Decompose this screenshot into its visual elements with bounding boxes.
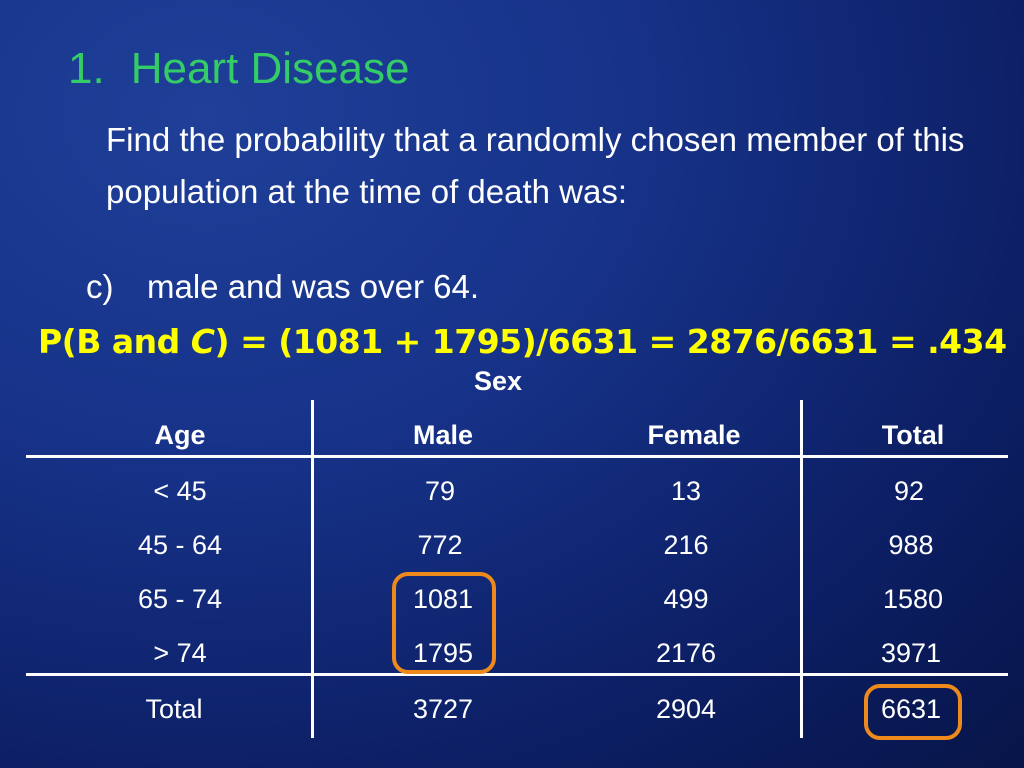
- table-cell-male: 1795: [412, 638, 474, 668]
- total-divider: [26, 673, 1008, 676]
- table-cell-age: > 74: [153, 638, 207, 668]
- probability-formula: P(B and C) = (1081 + 1795)/6631 = 2876/6…: [38, 322, 1007, 361]
- table-cell-total: 3971: [880, 638, 942, 668]
- total-row-label: Total: [145, 694, 203, 724]
- formula-open: P(B and: [38, 322, 191, 361]
- total-male: 3727: [412, 694, 474, 724]
- list-item-c: c) male and was over 64.: [86, 268, 479, 306]
- slide-title: 1. Heart Disease: [68, 44, 409, 94]
- table-cell-female: 499: [663, 584, 709, 614]
- highlight-grand-total: [864, 684, 962, 740]
- formula-close: ) = (1081 + 1795)/6631 = 2876/6631 = .43…: [214, 322, 1008, 361]
- title-number: 1.: [68, 44, 105, 93]
- table-cell-age: 65 - 74: [137, 584, 223, 614]
- question-text: Find the probability that a randomly cho…: [106, 121, 965, 210]
- table-cell-total: 1580: [882, 584, 944, 614]
- table-cell-female: 216: [663, 530, 709, 560]
- item-text: male and was over 64.: [147, 268, 480, 305]
- table-cell-total: 92: [893, 476, 925, 506]
- group-header-sex: Sex: [473, 366, 523, 396]
- table-cell-total: 988: [888, 530, 934, 560]
- header-male: Male: [412, 420, 474, 450]
- table-cell-female: 2176: [655, 638, 717, 668]
- column-divider-1: [311, 400, 314, 738]
- header-total: Total: [881, 420, 945, 450]
- table-cell-male: 1081: [412, 584, 474, 614]
- title-text: Heart Disease: [130, 44, 410, 93]
- formula-variable: C: [190, 322, 215, 361]
- header-age: Age: [154, 420, 206, 450]
- table-cell-age: < 45: [153, 476, 207, 506]
- table-cell-age: 45 - 64: [137, 530, 223, 560]
- table-cell-male: 772: [417, 530, 463, 560]
- table-cell-male: 79: [424, 476, 456, 506]
- total-female: 2904: [655, 694, 717, 724]
- table-cell-female: 13: [670, 476, 702, 506]
- header-female: Female: [647, 420, 741, 450]
- highlight-male-over-64: [392, 572, 496, 674]
- item-marker: c): [86, 268, 114, 305]
- column-divider-2: [800, 400, 803, 738]
- header-divider: [26, 455, 1008, 458]
- total-grand: 6631: [880, 694, 942, 724]
